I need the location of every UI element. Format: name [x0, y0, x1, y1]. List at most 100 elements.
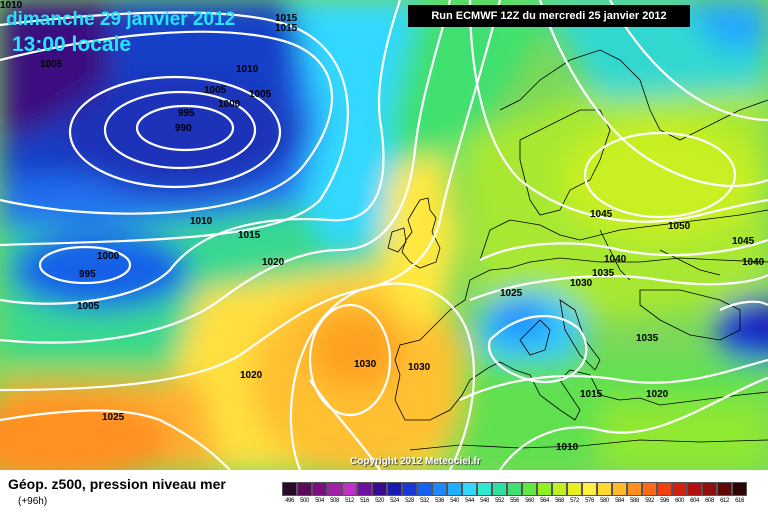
legend-entry: 544	[462, 482, 477, 504]
legend-entry: 524	[387, 482, 402, 504]
legend-entry: 568	[552, 482, 567, 504]
legend-swatch	[717, 482, 732, 496]
isobar-label: 1030	[408, 362, 431, 373]
legend-label: 616	[735, 498, 744, 504]
legend-swatch	[387, 482, 402, 496]
legend-entry: 592	[642, 482, 657, 504]
legend-swatch	[417, 482, 432, 496]
map-variable-title: Géop. z500, pression niveau mer	[8, 476, 226, 492]
legend-label: 536	[435, 498, 444, 504]
legend-label: 540	[450, 498, 459, 504]
isobar-label: 1030	[354, 359, 377, 370]
legend-swatch	[537, 482, 552, 496]
legend-entry: 508	[327, 482, 342, 504]
isobar-label: 1015	[238, 230, 261, 241]
legend-entry: 556	[507, 482, 522, 504]
isobar-label: 1010	[190, 216, 213, 227]
legend-swatch	[522, 482, 537, 496]
legend-swatch	[447, 482, 462, 496]
isobar-label: 1050	[668, 221, 691, 232]
legend-entry: 604	[687, 482, 702, 504]
legend-swatch	[477, 482, 492, 496]
legend-entry: 552	[492, 482, 507, 504]
legend-label: 600	[675, 498, 684, 504]
legend-swatch	[432, 482, 447, 496]
legend-entry: 584	[612, 482, 627, 504]
legend-label: 576	[585, 498, 594, 504]
legend-label: 584	[615, 498, 624, 504]
legend-entry: 596	[657, 482, 672, 504]
legend-label: 520	[375, 498, 384, 504]
legend-label: 548	[480, 498, 489, 504]
copyright-notice: Copyright 2012 Meteociel.fr	[350, 456, 481, 467]
legend-label: 508	[330, 498, 339, 504]
isobar-label: 995	[178, 108, 195, 119]
legend-label: 564	[540, 498, 549, 504]
legend-label: 580	[600, 498, 609, 504]
isobar-label: 1010	[0, 0, 23, 11]
legend-entry: 520	[372, 482, 387, 504]
isobar-label: 1015	[275, 23, 298, 34]
isobar-label: 1025	[500, 288, 523, 299]
isobar-label: 1020	[262, 257, 285, 268]
legend-entry: 580	[597, 482, 612, 504]
legend-swatch	[732, 482, 747, 496]
legend-entry: 548	[477, 482, 492, 504]
legend-label: 556	[510, 498, 519, 504]
legend-label: 512	[345, 498, 354, 504]
legend-entry: 560	[522, 482, 537, 504]
isobar-label: 1010	[236, 64, 259, 75]
legend-entry: 572	[567, 482, 582, 504]
isobar-label: 1040	[742, 257, 765, 268]
isobar-label: 1005	[204, 85, 227, 96]
legend-entry: 512	[342, 482, 357, 504]
isobar-label: 1045	[732, 236, 755, 247]
legend-swatch	[702, 482, 717, 496]
legend-label: 496	[285, 498, 294, 504]
legend-swatch	[507, 482, 522, 496]
legend-label: 572	[570, 498, 579, 504]
isobar-label: 1000	[218, 99, 241, 110]
legend-entry: 608	[702, 482, 717, 504]
isobar-label: 1045	[590, 209, 613, 220]
legend-swatch	[297, 482, 312, 496]
legend-swatch	[552, 482, 567, 496]
legend-label: 516	[360, 498, 369, 504]
legend-swatch	[672, 482, 687, 496]
legend-swatch	[582, 482, 597, 496]
legend-swatch	[282, 482, 297, 496]
map-footer: Géop. z500, pression niveau mer (+96h) 4…	[0, 470, 768, 512]
legend-entry: 500	[297, 482, 312, 504]
legend-entry: 576	[582, 482, 597, 504]
legend-label: 528	[405, 498, 414, 504]
isobar-label: 1040	[604, 254, 627, 265]
legend-label: 608	[705, 498, 714, 504]
legend-label: 588	[630, 498, 639, 504]
legend-label: 500	[300, 498, 309, 504]
legend-label: 524	[390, 498, 399, 504]
legend-label: 604	[690, 498, 699, 504]
isobar-label: 1010	[556, 442, 579, 453]
legend-swatch	[597, 482, 612, 496]
isobar-label: 995	[79, 269, 96, 280]
coastlines	[387, 49, 768, 451]
legend-swatch	[312, 482, 327, 496]
legend-entry: 496	[282, 482, 297, 504]
legend-label: 504	[315, 498, 324, 504]
legend-label: 552	[495, 498, 504, 504]
legend-entry: 564	[537, 482, 552, 504]
legend-swatch	[642, 482, 657, 496]
legend-entry: 504	[312, 482, 327, 504]
legend-label: 532	[420, 498, 429, 504]
legend-entry: 516	[357, 482, 372, 504]
isobar-label: 1015	[580, 389, 603, 400]
legend-swatch	[342, 482, 357, 496]
legend-swatch	[612, 482, 627, 496]
forecast-date: dimanche 29 janvier 2012	[6, 9, 236, 30]
isobar-label: 1020	[240, 370, 263, 381]
isobar-label: 1005	[77, 301, 100, 312]
legend-entry: 528	[402, 482, 417, 504]
isobar-label: 1035	[636, 333, 659, 344]
isobars	[0, 0, 768, 470]
